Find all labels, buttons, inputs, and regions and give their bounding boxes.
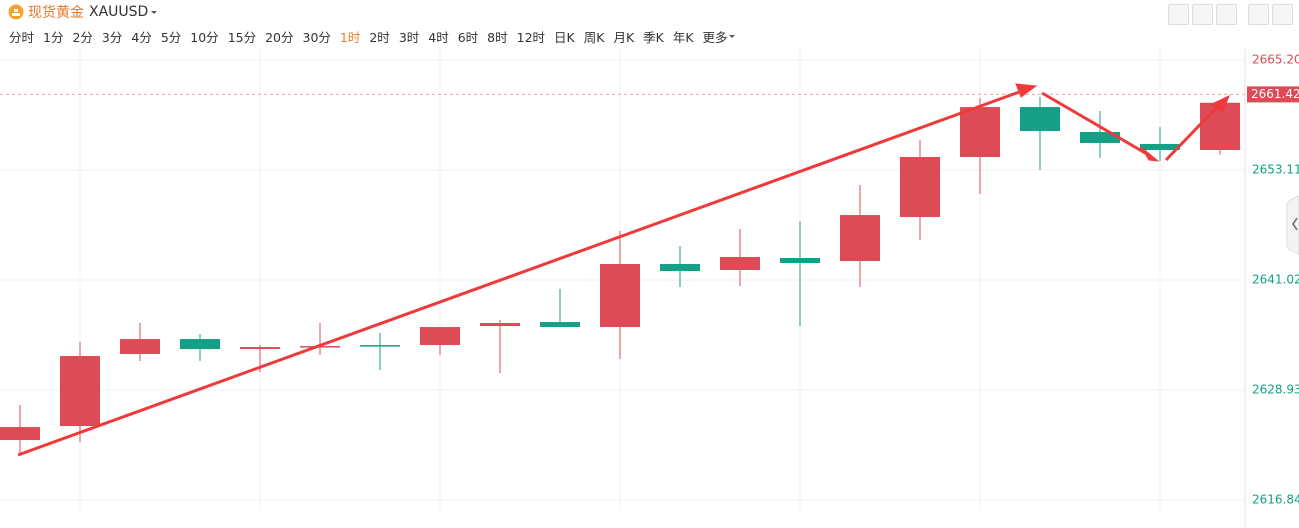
y-tick-label: 2665.20 — [1252, 53, 1299, 67]
arrow-line — [17, 89, 1023, 457]
candle-body — [780, 257, 820, 263]
timeframe-tab[interactable]: 日K — [554, 29, 575, 45]
last-price-box — [1247, 86, 1299, 103]
arrow-line — [1164, 103, 1221, 162]
gold-icon — [8, 4, 24, 20]
y-tick-label: 2616.84 — [1252, 492, 1299, 506]
candles — [0, 97, 1240, 454]
header: 现货黄金 XAUUSD — [8, 2, 160, 22]
timeframe-tab[interactable]: 30分 — [302, 29, 331, 45]
candle-body — [1140, 143, 1180, 150]
timeframe-tab[interactable]: 1时 — [339, 29, 361, 45]
candle-body — [360, 345, 400, 347]
candle-body — [0, 427, 40, 441]
timeframe-tab[interactable]: 15分 — [227, 29, 257, 45]
candle-body — [1020, 107, 1060, 131]
timeframe-tab[interactable]: 分时 — [9, 29, 35, 45]
toolbar — [1168, 4, 1293, 25]
candle-body — [960, 107, 1000, 157]
chevron-icon — [1292, 217, 1298, 231]
candle-body — [600, 263, 640, 328]
candle-body — [840, 215, 880, 261]
dropdown-caret[interactable] — [728, 32, 736, 40]
candle-body — [240, 347, 280, 350]
timeframe-tab[interactable]: 6时 — [457, 29, 479, 45]
dropdown-caret[interactable] — [148, 7, 160, 17]
timeframe-tab[interactable]: 8时 — [487, 29, 508, 45]
tool-button[interactable] — [1248, 4, 1269, 25]
timeframe-tab[interactable]: 2时 — [369, 29, 390, 45]
candle-body — [60, 355, 100, 427]
timeframe-tab[interactable]: 2分 — [72, 29, 93, 45]
timeframe-tab[interactable]: 4时 — [428, 29, 449, 45]
candle-body — [540, 322, 580, 328]
timeframe-tab[interactable]: 周K — [583, 29, 605, 45]
tool-button[interactable] — [1216, 4, 1237, 25]
timeframe-tab[interactable]: 20分 — [265, 29, 294, 45]
candle-body — [900, 156, 940, 218]
y-tick-label: 2653.11 — [1252, 163, 1299, 177]
timeframe-tabs: 分时 1分 2分 3分 4分 5分 10分 15分 20分 30分 1时 2时 3时 4时 6时 8时 12时日… — [9, 26, 736, 46]
timeframe-tab[interactable]: 3分 — [101, 29, 123, 45]
candle-body — [180, 339, 220, 350]
timeframe-tab[interactable]: 1分 — [43, 29, 64, 45]
candle-body — [660, 263, 700, 271]
tool-button[interactable] — [1168, 4, 1189, 25]
symbol[interactable]: XAUUSD — [89, 4, 149, 20]
y-tick-label: 2641.02 — [1252, 273, 1299, 287]
timeframe-tab[interactable]: 更多 — [702, 29, 728, 45]
price-axis: 2665.20 2653.11 2641.02 2628.93 2616.84 2661.… — [1244, 48, 1299, 528]
arrow-head — [1140, 146, 1160, 162]
arrow-head — [1211, 94, 1230, 114]
timeframe-tab[interactable]: 季K — [643, 29, 664, 45]
title: 现货黄金 — [28, 5, 84, 21]
tool-button[interactable] — [1192, 4, 1213, 25]
timeframe-tab[interactable]: 月K — [613, 29, 635, 45]
timeframe-tab[interactable]: 年K — [672, 29, 694, 45]
timeframe-tab[interactable]: 4分 — [131, 29, 152, 45]
candle-body — [480, 323, 520, 327]
timeframe-tab[interactable]: 3时 — [398, 29, 420, 45]
last-price-label: 2661.42 — [1251, 87, 1299, 101]
close-button[interactable] — [1272, 4, 1293, 25]
timeframe-tab[interactable]: 10分 — [190, 29, 219, 45]
candle-body — [120, 339, 160, 354]
trend-arrows — [17, 83, 1230, 457]
timeframe-tab[interactable]: 12时 — [516, 29, 546, 45]
candle-body — [1080, 131, 1120, 143]
timeframe-tab[interactable]: 5分 — [160, 29, 182, 45]
candle-body — [420, 327, 460, 346]
candle-body — [720, 256, 760, 270]
arrow-head — [1015, 83, 1038, 98]
arrow-line — [1041, 91, 1148, 156]
y-tick-label: 2628.93 — [1252, 382, 1299, 396]
